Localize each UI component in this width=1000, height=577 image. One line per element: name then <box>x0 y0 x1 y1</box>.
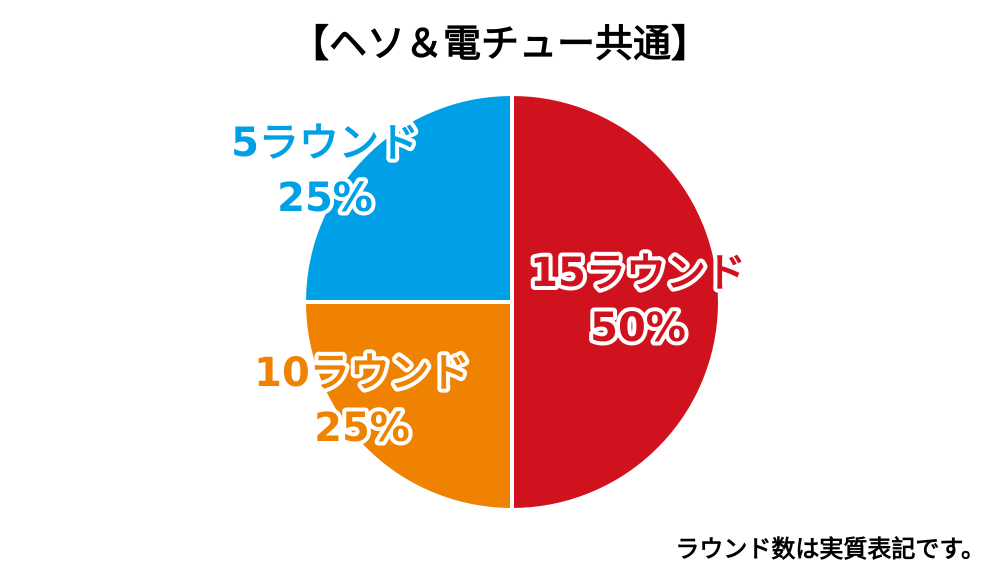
slice-label: 15ラウンド <box>530 250 746 296</box>
slice-label: 10ラウンド <box>254 350 470 396</box>
value-label: 25% <box>314 405 410 451</box>
labels: 15ラウンド 50% 10ラウンド 25% 5ラウンド 25% <box>227 116 750 455</box>
slice <box>510 91 722 513</box>
slice <box>301 300 514 513</box>
chart-title: 【ヘソ＆電チュー共通】 <box>291 22 709 66</box>
slice-label: 5ラウンド <box>231 120 419 166</box>
footnote: ラウンド数は実質表記です。 <box>675 535 985 563</box>
slice <box>301 91 514 304</box>
value-label: 50% <box>590 305 686 351</box>
pie <box>301 91 722 513</box>
value-label: 25% <box>277 175 373 221</box>
